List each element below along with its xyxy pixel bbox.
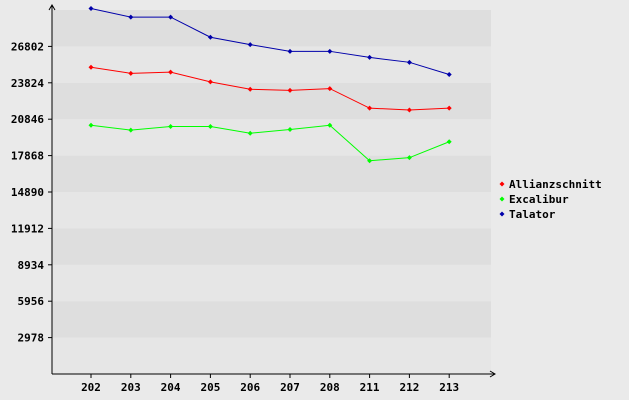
y-axis-tick-labels: 2978 5956 8934 11912 14890 17868 20846 23824 268… bbox=[11, 40, 44, 344]
y-tick-label: 14890 bbox=[11, 186, 44, 199]
y-tick-label: 2978 bbox=[18, 332, 45, 345]
y-axis-arrow-icon bbox=[48, 4, 56, 11]
data-point bbox=[446, 72, 452, 78]
axes bbox=[48, 4, 496, 378]
data-point bbox=[287, 87, 293, 93]
data-point bbox=[207, 123, 213, 129]
x-tick-label: 203 bbox=[121, 381, 141, 394]
data-point bbox=[128, 14, 134, 20]
data-point bbox=[247, 42, 253, 48]
series-line bbox=[90, 124, 450, 162]
data-point bbox=[327, 122, 333, 128]
data-point bbox=[287, 127, 293, 133]
data-point bbox=[128, 127, 134, 133]
series-line bbox=[90, 8, 450, 76]
data-point bbox=[406, 59, 412, 65]
data-point bbox=[207, 34, 213, 40]
x-tick-label: 213 bbox=[439, 381, 459, 394]
data-point bbox=[406, 107, 412, 113]
y-tick-label: 20846 bbox=[11, 113, 44, 126]
y-tick-label: 23824 bbox=[11, 77, 44, 90]
x-axis-arrow-icon bbox=[489, 370, 496, 378]
x-tick-label: 202 bbox=[81, 381, 101, 394]
y-tick-label: 26802 bbox=[11, 40, 44, 53]
legend-marker-icon bbox=[499, 196, 505, 202]
grid-band bbox=[52, 119, 491, 156]
grid-band bbox=[52, 82, 491, 120]
x-axis-tick-labels: 202 203 204 205 206 207 208 211 212 213 bbox=[81, 381, 459, 394]
data-point bbox=[168, 14, 174, 20]
y-tick-label: 11912 bbox=[11, 222, 44, 235]
data-point bbox=[287, 48, 293, 54]
data-point bbox=[327, 48, 333, 54]
grid-band bbox=[52, 228, 491, 265]
plot-background bbox=[52, 10, 491, 374]
grid-band bbox=[52, 10, 491, 47]
data-point bbox=[327, 86, 333, 92]
data-point bbox=[446, 139, 452, 145]
legend-label: Excalibur bbox=[509, 193, 569, 206]
legend-label: Allianzschnitt bbox=[509, 178, 602, 191]
data-point bbox=[168, 123, 174, 129]
series-excalibur bbox=[88, 122, 452, 164]
grid-band bbox=[52, 155, 491, 192]
data-point bbox=[406, 155, 412, 161]
grid-band bbox=[52, 46, 491, 83]
grid-band bbox=[52, 264, 491, 302]
x-tick-label: 206 bbox=[240, 381, 260, 394]
data-point bbox=[247, 86, 253, 92]
data-point bbox=[88, 122, 94, 128]
data-point bbox=[247, 130, 253, 136]
legend: Allianzschnitt Excalibur Talator bbox=[499, 178, 602, 221]
x-tick-label: 208 bbox=[320, 381, 340, 394]
data-point bbox=[367, 105, 373, 111]
x-tick-label: 205 bbox=[200, 381, 220, 394]
grid-band bbox=[52, 192, 491, 229]
series-line bbox=[90, 66, 450, 111]
data-point bbox=[367, 54, 373, 60]
data-point bbox=[128, 70, 134, 76]
x-tick-label: 204 bbox=[161, 381, 181, 394]
data-point bbox=[367, 158, 373, 164]
data-point bbox=[88, 64, 94, 70]
series-talator bbox=[88, 6, 452, 78]
series-allianzschnitt bbox=[88, 64, 452, 113]
grid-band bbox=[52, 301, 491, 338]
y-tick-label: 17868 bbox=[11, 150, 44, 163]
data-point bbox=[168, 69, 174, 75]
data-point bbox=[88, 6, 94, 12]
x-tick-label: 211 bbox=[360, 381, 380, 394]
data-point bbox=[446, 105, 452, 111]
x-tick-label: 207 bbox=[280, 381, 300, 394]
y-tick-label: 8934 bbox=[18, 259, 45, 272]
legend-marker-icon bbox=[499, 211, 505, 217]
grid-band bbox=[52, 337, 491, 374]
legend-label: Talator bbox=[509, 208, 556, 221]
y-tick-label: 5956 bbox=[18, 295, 45, 308]
legend-marker-icon bbox=[499, 181, 505, 187]
x-tick-label: 212 bbox=[399, 381, 419, 394]
series-lines bbox=[88, 6, 452, 164]
data-point bbox=[207, 79, 213, 85]
